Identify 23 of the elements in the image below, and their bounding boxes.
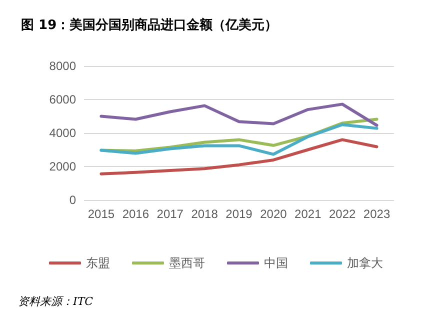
x-tick-label: 2017 — [156, 207, 184, 221]
legend-label: 加拿大 — [347, 256, 383, 270]
y-tick-label: 8000 — [49, 59, 76, 73]
x-tick-label: 2018 — [191, 207, 218, 221]
x-tick-label: 2016 — [122, 207, 150, 221]
text: 资料来源：ITC — [18, 295, 94, 308]
line-series — [100, 102, 378, 127]
legend-label: 墨西哥 — [169, 256, 205, 270]
legend-label: 中国 — [264, 256, 288, 270]
x-tick-label: 2019 — [226, 207, 253, 221]
x-tick-label: 2021 — [294, 207, 322, 221]
line-series — [100, 138, 378, 176]
y-tick-label: 0 — [69, 193, 76, 207]
y-tick-label: 2000 — [49, 160, 76, 174]
legend-label: 东盟 — [86, 256, 110, 270]
y-tick-label: 4000 — [49, 126, 76, 140]
line-series — [100, 123, 378, 156]
x-tick-label: 2015 — [88, 207, 115, 221]
x-tick-label: 2020 — [260, 207, 288, 221]
x-tick-label: 2023 — [363, 207, 390, 221]
y-tick-label: 6000 — [49, 92, 76, 106]
x-tick-label: 2022 — [328, 207, 356, 221]
chart-title: 图 19：美国分国别商品进口金额（亿美元） — [21, 17, 278, 33]
